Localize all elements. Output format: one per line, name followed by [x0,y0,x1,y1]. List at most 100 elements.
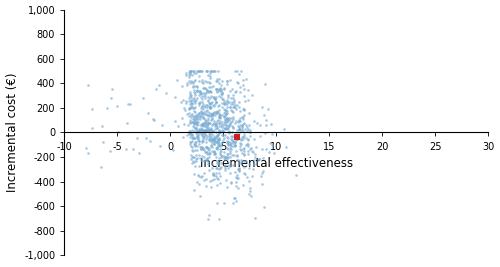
Point [202,150,210,154]
Point [228,124,236,128]
Point [195,164,203,168]
Point [224,111,232,116]
Point [191,114,199,118]
Point [188,120,196,124]
Point [226,142,234,146]
Point [214,142,222,146]
Point [218,120,226,124]
Point [171,95,179,99]
Point [186,121,194,125]
Point [208,69,216,73]
Point [213,165,221,170]
Point [200,148,208,152]
Point [214,217,222,221]
Point [206,101,214,106]
Point [216,89,224,93]
Point [202,184,210,188]
Point [260,168,268,173]
Point [194,180,202,184]
Point [209,122,217,126]
Point [244,138,252,142]
Point [214,134,222,138]
Point [193,120,201,124]
Point [244,142,252,146]
Point [212,111,220,115]
Point [224,120,232,124]
Point [210,95,218,100]
Point [192,122,200,127]
Point [187,157,195,161]
Point [202,130,209,134]
Point [192,135,200,140]
Point [249,167,257,171]
Point [202,144,210,149]
Point [178,84,186,89]
Point [106,148,114,153]
Point [186,131,194,135]
Point [268,132,276,136]
Point [226,146,234,150]
Point [280,127,288,131]
Point [214,121,222,125]
Point [187,99,195,103]
Point [205,131,213,136]
Point [228,100,236,104]
Point [200,120,208,124]
Point [122,121,130,125]
Point [196,103,203,107]
Point [216,131,224,135]
Point [190,135,198,139]
Point [249,150,257,154]
Point [222,163,230,167]
Point [216,124,224,128]
Point [194,130,202,135]
Point [199,147,207,151]
Point [234,124,242,129]
Point [236,85,244,89]
Point [201,94,209,98]
Point [208,89,216,94]
Point [199,81,207,85]
Point [251,155,259,159]
Point [214,134,222,139]
Point [235,72,243,77]
Point [195,182,203,186]
Point [238,115,246,119]
Point [226,105,234,109]
Point [200,110,208,114]
Point [190,121,198,125]
Point [236,119,244,123]
Point [198,128,206,133]
Point [216,166,224,171]
Point [200,128,207,133]
Point [208,129,216,133]
Point [222,101,230,106]
Point [206,81,214,85]
Point [216,181,224,185]
Point [198,145,205,149]
Point [240,171,248,175]
Point [244,137,252,141]
X-axis label: Incremental effectiveness: Incremental effectiveness [200,157,353,170]
Point [190,79,198,83]
Point [224,136,232,140]
Point [190,115,198,119]
Point [212,171,220,176]
Point [196,92,204,97]
Point [205,113,213,117]
Point [198,123,206,127]
Point [188,120,196,124]
Point [208,83,216,88]
Point [202,135,210,139]
Point [186,140,194,144]
Point [214,166,222,171]
Point [230,140,238,145]
Point [240,152,248,156]
Point [182,73,190,77]
Point [240,146,248,150]
Point [205,155,213,159]
Point [190,97,198,101]
Point [229,138,237,143]
Point [230,89,238,94]
Point [217,87,225,91]
